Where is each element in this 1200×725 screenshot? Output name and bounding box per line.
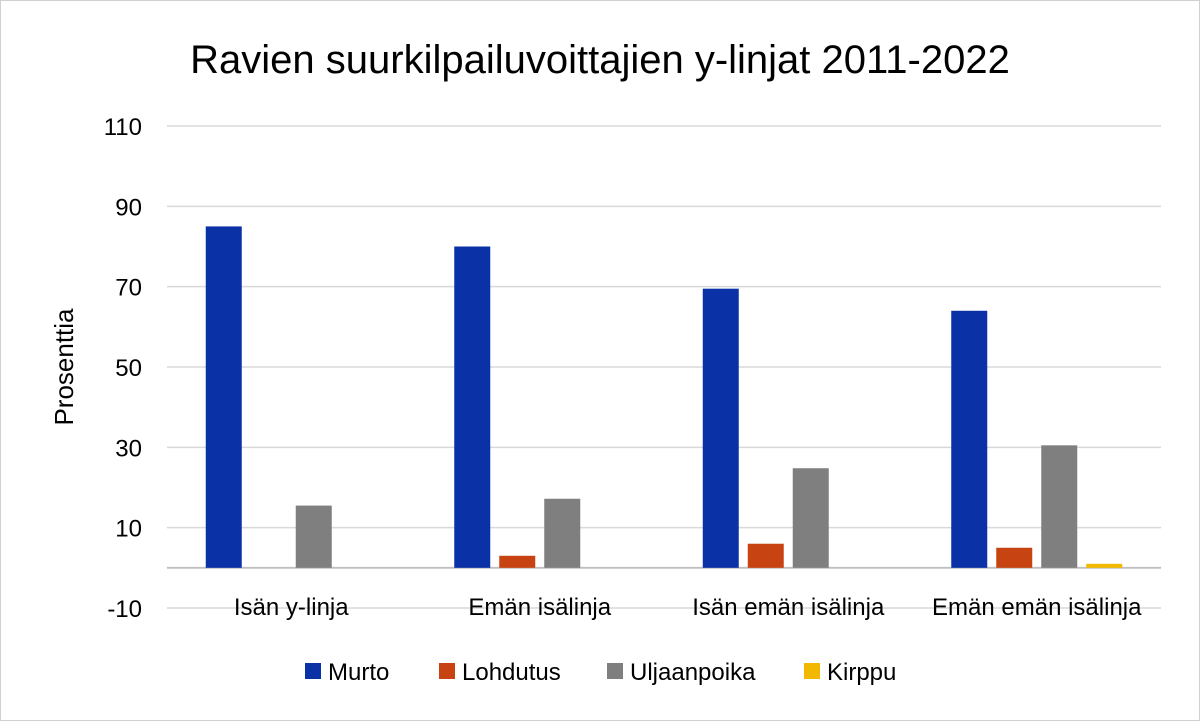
legend-swatch	[607, 663, 623, 679]
gridlines	[167, 125, 1161, 609]
x-axis-categories: Isän y-linja Emän isälinja Isän emän isäli…	[234, 594, 1142, 621]
legend-label: Murto	[328, 659, 389, 686]
y-tick-label: 50	[115, 355, 142, 382]
y-axis-ticks: -10 10 30 50 70 90 110	[104, 114, 142, 623]
y-tick-label: 110	[104, 114, 142, 141]
bar	[205, 226, 242, 568]
y-tick-label: 90	[115, 194, 142, 221]
bar	[295, 505, 332, 568]
bar	[544, 498, 581, 568]
x-category-label: Isän y-linja	[234, 594, 349, 621]
legend-swatch	[305, 663, 321, 679]
bar	[792, 468, 829, 568]
bar	[702, 288, 739, 568]
bar	[996, 547, 1033, 568]
legend-label: Lohdutus	[462, 659, 561, 686]
y-tick-label: 70	[115, 275, 142, 302]
bar	[747, 543, 784, 568]
y-tick-label: 10	[115, 516, 142, 543]
bars	[205, 226, 1123, 568]
x-category-label: Emän isälinja	[468, 594, 611, 621]
legend-swatch	[439, 663, 455, 679]
legend-swatch	[804, 663, 820, 679]
y-tick-label: 30	[115, 435, 142, 462]
y-tick-label: -10	[107, 596, 142, 623]
x-category-label: Isän emän isälinja	[692, 594, 885, 621]
legend-label: Uljaanpoika	[630, 659, 756, 686]
bar	[1086, 563, 1123, 568]
bar	[454, 246, 491, 568]
legend-label: Kirppu	[827, 659, 896, 686]
y-axis-label: Prosenttia	[49, 308, 79, 426]
legend: Murto Lohdutus Uljaanpoika Kirppu	[305, 659, 896, 686]
bar	[1041, 445, 1078, 568]
chart-title: Ravien suurkilpailuvoittajien y-linjat 2…	[190, 38, 1010, 82]
x-category-label: Emän emän isälinja	[932, 594, 1142, 621]
bar	[951, 310, 988, 568]
bar	[499, 555, 536, 568]
